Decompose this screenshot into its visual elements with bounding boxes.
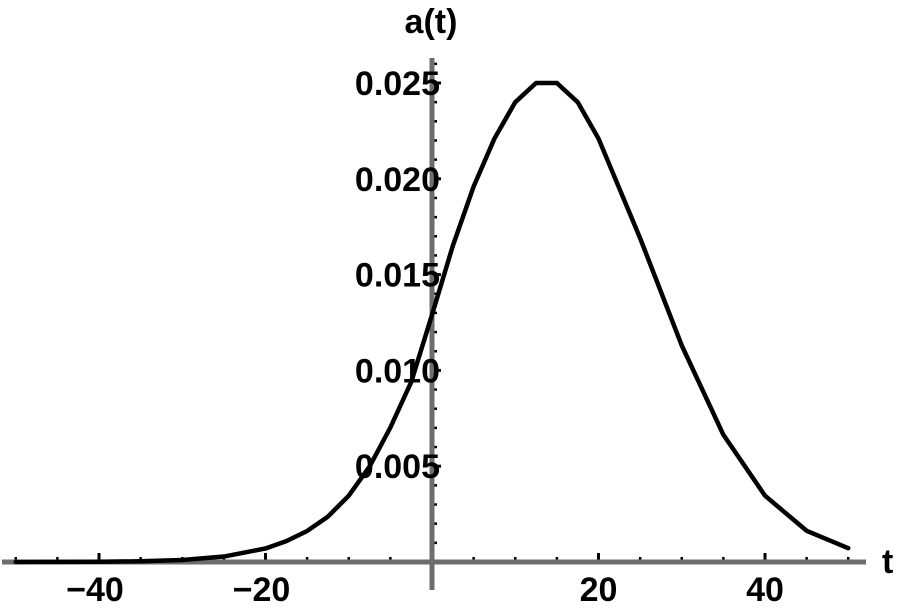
- x-tick-label: 20: [580, 571, 618, 609]
- x-tick-labels: −40 −20 20 40: [66, 571, 784, 609]
- x-tick-label: −40: [66, 571, 124, 609]
- y-tick-label: 0.010: [355, 352, 440, 390]
- series-line: [13, 80, 851, 565]
- y-tick-label: 0.005: [355, 448, 440, 486]
- y-tick-label: 0.015: [355, 257, 440, 295]
- y-tick-label: 0.025: [355, 65, 440, 103]
- x-tick-label: −20: [233, 571, 291, 609]
- y-axis-label: a(t): [405, 3, 458, 41]
- x-tick-label: 40: [746, 571, 784, 609]
- x-axis-label: t: [882, 543, 893, 581]
- y-tick-labels: 0.005 0.010 0.015 0.020 0.025: [355, 65, 440, 486]
- y-tick-label: 0.020: [355, 161, 440, 199]
